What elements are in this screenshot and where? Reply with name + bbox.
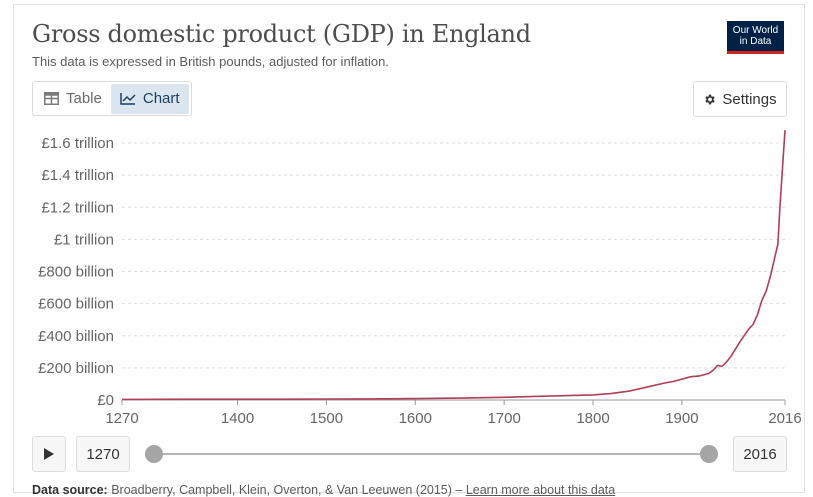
x-tick-label: 1500 (310, 410, 343, 427)
y-tick-label: £1 trillion (54, 231, 114, 248)
table-icon (44, 92, 59, 105)
owid-logo[interactable]: Our World in Data (727, 21, 784, 54)
x-tick-label: 1400 (221, 410, 254, 427)
y-tick-label: £600 billion (38, 296, 114, 313)
y-tick-label: £0 (97, 392, 114, 409)
y-tick-label: £1.2 trillion (41, 199, 114, 216)
start-year-box[interactable]: 1270 (76, 436, 130, 472)
tab-chart[interactable]: Chart (110, 83, 189, 114)
y-tick-label: £200 billion (38, 360, 114, 377)
end-year-box[interactable]: 2016 (733, 436, 787, 472)
data-source: Data source: Broadberry, Campbell, Klein… (32, 483, 615, 497)
tab-table-label: Table (66, 90, 102, 107)
x-tick-label: 1800 (576, 410, 609, 427)
play-button[interactable] (32, 436, 66, 472)
end-handle[interactable] (700, 445, 718, 463)
tab-chart-label: Chart (142, 90, 180, 107)
start-handle[interactable] (145, 445, 163, 463)
y-tick-label: £400 billion (38, 328, 114, 345)
line-chart-icon (120, 93, 136, 105)
y-tick-label: £1.6 trillion (41, 135, 114, 152)
x-tick-label: 2016 (768, 410, 801, 427)
learn-more-link[interactable]: Learn more about this data (465, 483, 616, 497)
play-icon (44, 448, 54, 460)
x-tick-label: 1700 (487, 410, 520, 427)
settings-label: Settings (722, 90, 777, 108)
source-label: Data source: (32, 483, 108, 497)
x-tick-label: 1270 (105, 410, 138, 427)
view-tabs: Table Chart (32, 81, 192, 116)
gear-icon (705, 94, 716, 104)
logo-line-2: in Data (739, 36, 772, 47)
chart-subtitle: This data is expressed in British pounds… (32, 54, 389, 69)
settings-button[interactable]: Settings (693, 81, 787, 117)
series-line (121, 130, 786, 401)
timeline-track[interactable] (154, 453, 709, 455)
logo-line-1: Our World (732, 25, 779, 36)
tab-table[interactable]: Table (35, 84, 111, 114)
x-tick-label: 1600 (399, 410, 432, 427)
timeline-controls: 1270 2016 (32, 436, 787, 472)
y-tick-label: £800 billion (38, 264, 114, 281)
chart-title: Gross domestic product (GDP) in England (32, 20, 531, 48)
y-tick-label: £1.4 trillion (41, 167, 114, 184)
source-text: Broadberry, Campbell, Klein, Overton, & … (111, 483, 466, 497)
x-tick-label: 1900 (665, 410, 698, 427)
